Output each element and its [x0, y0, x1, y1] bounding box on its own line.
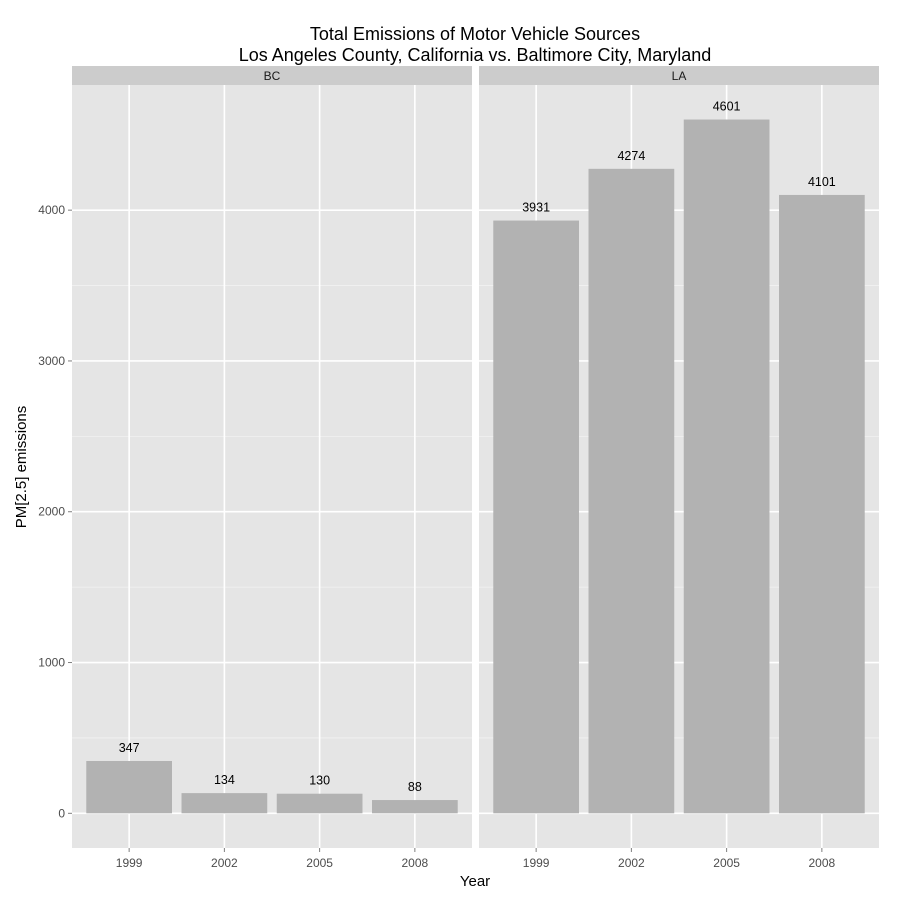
x-tick-label: 1999 [116, 856, 143, 870]
bar [276, 793, 363, 814]
x-tick-label: 2005 [713, 856, 740, 870]
x-axis-title: Year [460, 873, 490, 890]
bar [779, 194, 865, 814]
bar [588, 168, 675, 814]
x-tick-label: 2002 [211, 856, 238, 870]
panel-background [72, 85, 472, 848]
facet-strip [72, 66, 472, 85]
y-tick-label: 2000 [38, 505, 65, 519]
bar [372, 800, 458, 814]
facet-strip-label: LA [672, 69, 687, 83]
facet-panel-la: LA 3931 4274 4601 4101 1999 2002 2005 2008 [479, 66, 879, 870]
bar-data-label: 4101 [808, 175, 836, 189]
chart-title: Total Emissions of Motor Vehicle Sources [310, 24, 640, 44]
bar-data-label: 4601 [713, 100, 741, 114]
bar [683, 119, 770, 814]
facet-strip-label: BC [264, 69, 281, 83]
bar-data-label: 88 [408, 780, 422, 794]
x-tick-label: 2002 [618, 856, 645, 870]
bar-data-label: 3931 [522, 201, 550, 215]
bar-data-label: 4274 [617, 149, 645, 163]
bar [86, 760, 172, 814]
y-tick-label: 4000 [38, 203, 65, 217]
facet-strip [479, 66, 879, 85]
bar-data-label: 130 [309, 774, 330, 788]
y-tick-label: 0 [58, 806, 65, 820]
y-axis: 0 1000 2000 3000 4000 [38, 203, 72, 820]
x-tick-label: 2005 [306, 856, 333, 870]
y-tick-label: 1000 [38, 656, 65, 670]
y-tick-label: 3000 [38, 354, 65, 368]
bar-data-label: 134 [214, 773, 235, 787]
bar-data-label: 347 [119, 741, 140, 755]
bar [493, 220, 579, 814]
x-tick-label: 1999 [523, 856, 550, 870]
facet-panel-bc: BC 347 134 130 88 1999 2002 2005 2008 [72, 66, 472, 870]
x-tick-label: 2008 [402, 856, 429, 870]
bar [181, 793, 268, 814]
y-axis-title: PM[2.5] emissions [13, 406, 30, 529]
chart-subtitle: Los Angeles County, California vs. Balti… [239, 45, 712, 65]
x-tick-label: 2008 [809, 856, 836, 870]
